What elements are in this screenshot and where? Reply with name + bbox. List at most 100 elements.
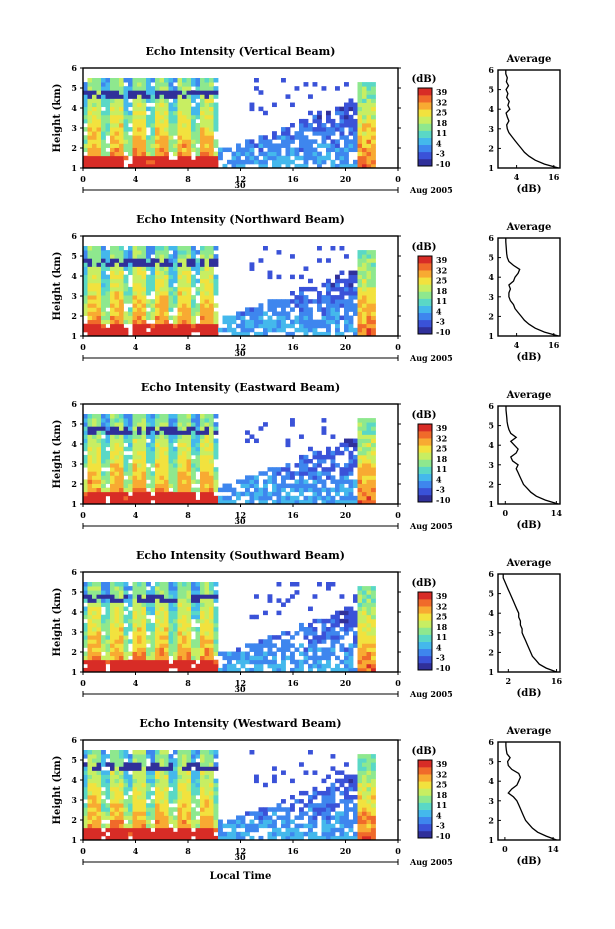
heat-cell bbox=[155, 786, 160, 792]
heat-cell bbox=[200, 803, 205, 808]
heat-cell bbox=[249, 315, 255, 321]
heat-cell bbox=[101, 594, 106, 599]
heat-cell bbox=[164, 827, 169, 833]
heat-cell bbox=[132, 258, 138, 263]
heat-cell bbox=[371, 667, 376, 673]
heat-cell bbox=[177, 598, 183, 603]
heat-cell bbox=[141, 762, 147, 767]
heat-cell bbox=[272, 663, 277, 669]
heat-cell bbox=[92, 110, 97, 116]
heat-cell bbox=[357, 438, 363, 444]
heat-cell bbox=[191, 795, 196, 800]
colorbar-swatch bbox=[418, 298, 432, 306]
heat-cell bbox=[344, 106, 349, 112]
heat-cell bbox=[96, 303, 102, 308]
heat-cell bbox=[137, 635, 142, 640]
heat-cell bbox=[191, 655, 196, 661]
heat-cell bbox=[119, 471, 124, 476]
heat-cell bbox=[299, 295, 304, 300]
heat-cell bbox=[362, 655, 367, 661]
heat-cell bbox=[200, 246, 205, 251]
heat-cell bbox=[159, 598, 165, 603]
heat-cell bbox=[177, 442, 183, 448]
heat-cell bbox=[114, 331, 120, 337]
heat-cell bbox=[317, 114, 322, 120]
heat-cell bbox=[114, 86, 120, 91]
heat-cell bbox=[159, 459, 165, 464]
heat-cell bbox=[182, 307, 187, 312]
heat-cell bbox=[128, 614, 133, 620]
heat-cell bbox=[213, 483, 219, 489]
heat-cell bbox=[200, 78, 205, 83]
heat-cell bbox=[123, 770, 129, 775]
heat-cell bbox=[114, 811, 120, 816]
heat-cell bbox=[164, 795, 169, 800]
heat-cell bbox=[195, 639, 201, 644]
heat-cell bbox=[164, 434, 169, 439]
heat-cell bbox=[195, 487, 201, 493]
heat-cell bbox=[357, 471, 363, 476]
heat-cell bbox=[146, 639, 151, 644]
heat-cell bbox=[155, 831, 160, 837]
heat-cell bbox=[155, 131, 160, 136]
heat-cell bbox=[146, 582, 151, 587]
heat-cell bbox=[191, 159, 196, 165]
heat-cell bbox=[155, 82, 160, 87]
heat-cell bbox=[209, 774, 214, 780]
colorbar-swatch bbox=[418, 151, 432, 160]
heat-cell bbox=[146, 315, 151, 321]
heat-cell bbox=[263, 487, 268, 493]
x-tick-label: 16 bbox=[287, 510, 299, 520]
heat-cell bbox=[155, 78, 160, 83]
heat-cell bbox=[182, 303, 187, 308]
heat-cell bbox=[344, 291, 349, 296]
heat-cell bbox=[110, 823, 115, 829]
heat-cell bbox=[195, 631, 201, 636]
heat-cell bbox=[137, 90, 142, 95]
heat-cell bbox=[276, 495, 282, 501]
heat-cell bbox=[146, 667, 151, 673]
heat-cell bbox=[110, 266, 115, 271]
profile-title: Average bbox=[506, 222, 552, 233]
heat-cell bbox=[195, 127, 201, 132]
heat-cell bbox=[186, 667, 192, 673]
heat-cell bbox=[321, 667, 327, 673]
heat-cell bbox=[128, 795, 133, 800]
heat-cell bbox=[362, 147, 367, 153]
colorbar-tick-label: -3 bbox=[436, 653, 445, 663]
heat-cell bbox=[92, 442, 97, 448]
heat-cell bbox=[339, 147, 345, 153]
heat-cell bbox=[119, 602, 124, 607]
heat-cell bbox=[186, 495, 192, 501]
heat-cell bbox=[155, 606, 160, 612]
heat-cell bbox=[92, 622, 97, 628]
heat-cell bbox=[308, 123, 313, 128]
heat-cell bbox=[173, 418, 178, 423]
heat-cell bbox=[177, 82, 183, 87]
heat-cell bbox=[294, 155, 300, 161]
heat-cell bbox=[155, 651, 160, 657]
heat-cell bbox=[105, 422, 111, 427]
heat-cell bbox=[186, 315, 192, 321]
heat-cell bbox=[83, 790, 88, 796]
heat-cell bbox=[110, 110, 115, 116]
heat-cell bbox=[209, 491, 214, 497]
heat-cell bbox=[164, 606, 169, 612]
heat-cell bbox=[150, 475, 156, 480]
heat-cell bbox=[119, 463, 124, 468]
heat-cell bbox=[371, 319, 376, 325]
heat-cell bbox=[335, 778, 340, 784]
heat-cell bbox=[186, 106, 192, 112]
heat-cell bbox=[344, 442, 349, 448]
heat-cell bbox=[339, 627, 345, 632]
heat-cell bbox=[110, 606, 115, 612]
heat-cell bbox=[83, 811, 88, 816]
heat-cell bbox=[245, 827, 250, 833]
heat-cell bbox=[155, 418, 160, 423]
heat-cell bbox=[245, 155, 250, 161]
heat-cell bbox=[164, 426, 169, 431]
heat-cell bbox=[137, 815, 142, 820]
heat-cell bbox=[281, 823, 286, 829]
heat-cell bbox=[366, 459, 372, 464]
heat-cell bbox=[231, 499, 237, 505]
